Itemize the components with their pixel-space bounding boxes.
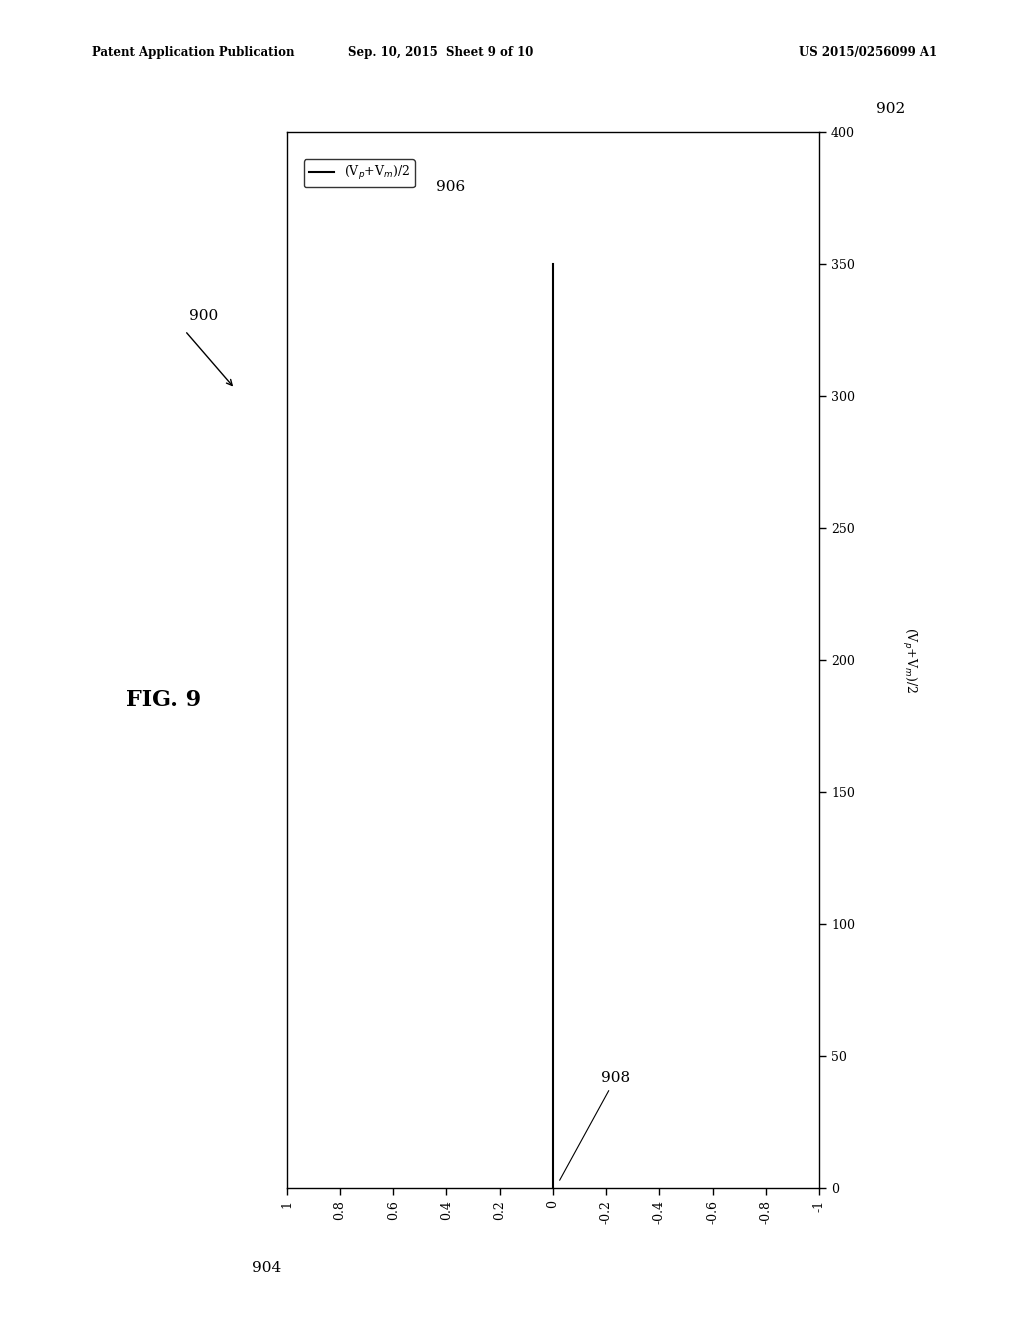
Legend: (V$_p$+V$_m$)/2: (V$_p$+V$_m$)/2 [304,160,415,187]
Text: 906: 906 [436,180,465,194]
Text: 900: 900 [189,309,219,323]
Text: Sep. 10, 2015  Sheet 9 of 10: Sep. 10, 2015 Sheet 9 of 10 [347,46,534,59]
Text: 904: 904 [252,1261,282,1275]
Text: US 2015/0256099 A1: US 2015/0256099 A1 [799,46,937,59]
Text: Patent Application Publication: Patent Application Publication [92,46,295,59]
Text: 902: 902 [876,102,905,116]
Text: 908: 908 [560,1072,630,1180]
Text: FIG. 9: FIG. 9 [126,689,202,710]
Y-axis label: (V$_p$+V$_m$)/2: (V$_p$+V$_m$)/2 [899,627,918,693]
